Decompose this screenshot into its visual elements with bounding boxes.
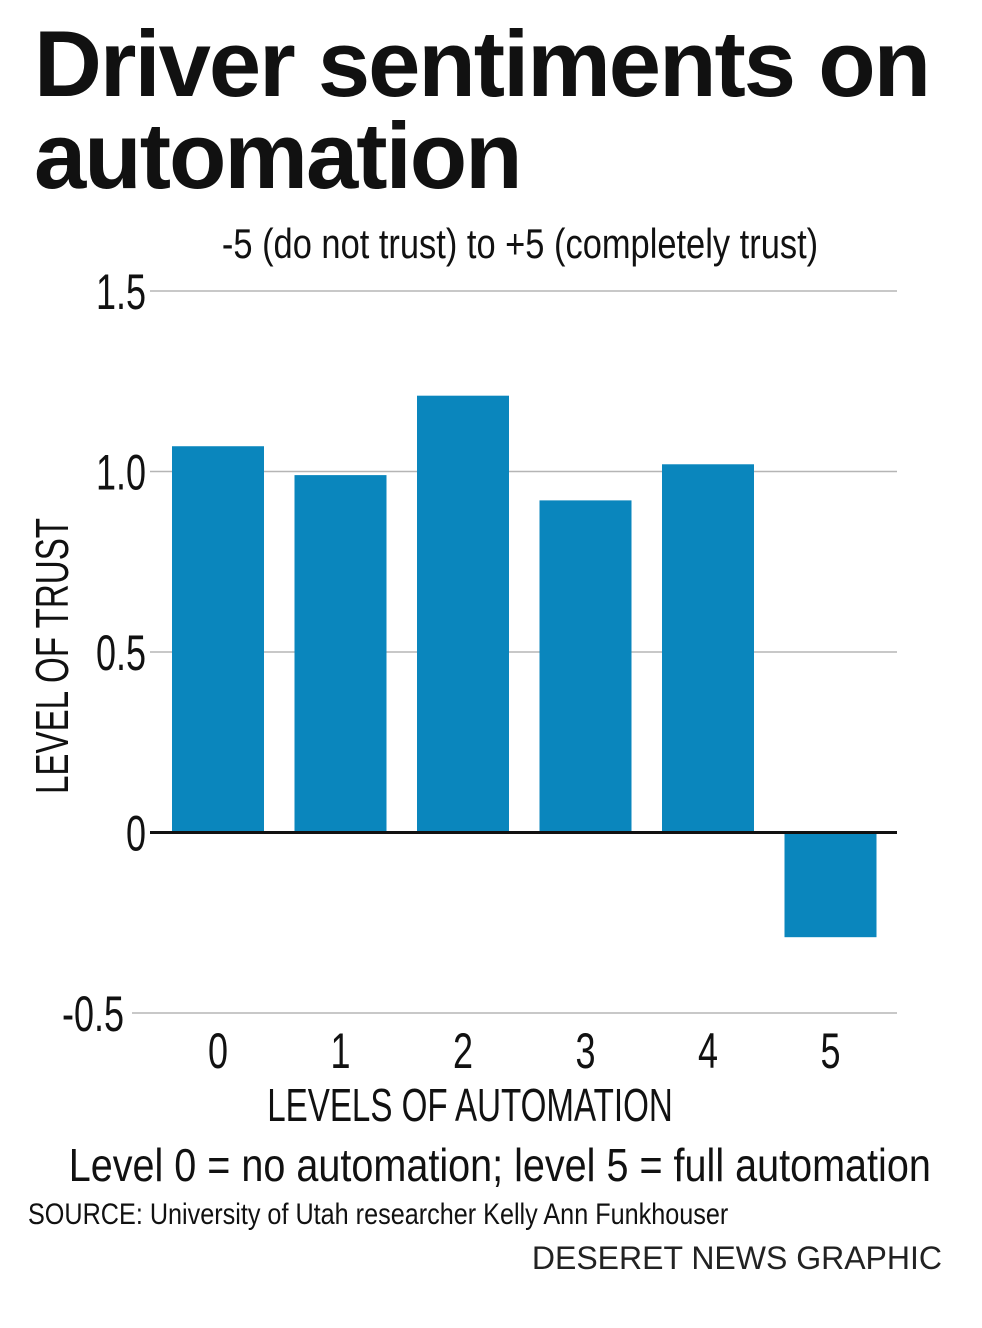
y-tick-label: 0 [126, 807, 146, 862]
x-axis-title: LEVELS OF AUTOMATION [267, 1079, 673, 1131]
bar [539, 500, 632, 833]
x-tick-label: 4 [698, 1024, 718, 1079]
level-note: Level 0 = no automation; level 5 = full … [68, 1139, 931, 1191]
graphic-credit: DESERET NEWS GRAPHIC [531, 1240, 942, 1276]
x-tick-label: 3 [575, 1024, 595, 1079]
bar [294, 475, 387, 833]
x-tick-label: 2 [453, 1024, 473, 1079]
x-tick-labels: 0 1 2 3 4 5 [208, 1024, 841, 1079]
bar [784, 832, 877, 938]
bar [172, 446, 264, 833]
y-tick-label: 0.5 [96, 626, 146, 681]
x-tick-label: 0 [208, 1024, 228, 1079]
chart-title: Driver sentiments on automation [34, 11, 931, 208]
y-tick-label: -0.5 [62, 987, 124, 1042]
bars [172, 395, 877, 938]
source-line: SOURCE: University of Utah researcher Ke… [28, 1198, 729, 1231]
y-tick-labels: 1.5 1.0 0.5 0 -0.5 [62, 265, 146, 1042]
gridlines [132, 290, 897, 1014]
y-axis-title: LEVEL OF TRUST [28, 518, 78, 794]
x-tick-label: 5 [820, 1024, 840, 1079]
x-tick-label: 1 [330, 1024, 350, 1079]
chart-subtitle: -5 (do not trust) to +5 (completely trus… [221, 220, 819, 267]
y-tick-label: 1.5 [96, 265, 146, 320]
bar [662, 464, 754, 833]
y-tick-label: 1.0 [96, 446, 146, 501]
bar [417, 395, 509, 833]
